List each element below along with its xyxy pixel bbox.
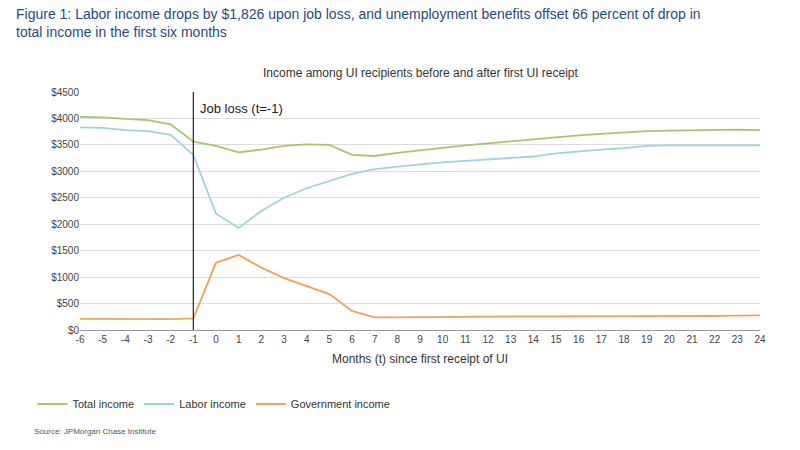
svg-text:10: 10: [437, 334, 449, 345]
svg-text:Job loss (t=-1): Job loss (t=-1): [200, 101, 283, 116]
svg-text:-2: -2: [166, 334, 175, 345]
svg-text:24: 24: [754, 334, 766, 345]
svg-text:$3500: $3500: [51, 139, 79, 150]
svg-text:18: 18: [618, 334, 630, 345]
svg-text:21: 21: [686, 334, 698, 345]
svg-text:$1000: $1000: [51, 272, 79, 283]
svg-text:$4500: $4500: [51, 87, 79, 98]
svg-text:-4: -4: [121, 334, 130, 345]
svg-text:$2500: $2500: [51, 192, 79, 203]
svg-text:$2000: $2000: [51, 219, 79, 230]
svg-text:-6: -6: [76, 334, 85, 345]
svg-text:5: 5: [327, 334, 333, 345]
svg-text:19: 19: [641, 334, 653, 345]
svg-text:8: 8: [395, 334, 401, 345]
svg-text:14: 14: [528, 334, 540, 345]
svg-text:$1500: $1500: [51, 245, 79, 256]
svg-text:9: 9: [417, 334, 423, 345]
svg-text:20: 20: [664, 334, 676, 345]
svg-text:3: 3: [281, 334, 287, 345]
svg-text:12: 12: [482, 334, 494, 345]
svg-text:-1: -1: [189, 334, 198, 345]
svg-text:-5: -5: [98, 334, 107, 345]
svg-text:Government income: Government income: [291, 398, 390, 410]
svg-text:2: 2: [259, 334, 265, 345]
svg-text:1: 1: [236, 334, 242, 345]
svg-text:11: 11: [460, 334, 471, 345]
svg-text:Total income: Total income: [72, 398, 134, 410]
svg-text:17: 17: [596, 334, 608, 345]
svg-text:7: 7: [372, 334, 378, 345]
svg-text:0: 0: [213, 334, 219, 345]
svg-text:Source: JPMorgan Chase Institu: Source: JPMorgan Chase Institute: [34, 427, 156, 436]
svg-text:-3: -3: [144, 334, 153, 345]
svg-text:Labor income: Labor income: [179, 398, 246, 410]
svg-text:$0: $0: [68, 325, 80, 336]
svg-text:16: 16: [573, 334, 585, 345]
svg-text:$4000: $4000: [51, 113, 79, 124]
svg-text:13: 13: [505, 334, 517, 345]
svg-text:23: 23: [732, 334, 744, 345]
svg-text:15: 15: [550, 334, 562, 345]
svg-text:6: 6: [349, 334, 355, 345]
svg-text:$500: $500: [57, 298, 80, 309]
svg-text:4: 4: [304, 334, 310, 345]
svg-text:Figure 1: Labor income drops b: Figure 1: Labor income drops by $1,826 u…: [16, 6, 701, 40]
svg-text:Income among UI recipients bef: Income among UI recipients before and af…: [263, 66, 578, 80]
svg-text:Months (t) since first receipt: Months (t) since first receipt of UI: [332, 352, 508, 366]
svg-text:$3000: $3000: [51, 166, 79, 177]
svg-text:22: 22: [709, 334, 721, 345]
